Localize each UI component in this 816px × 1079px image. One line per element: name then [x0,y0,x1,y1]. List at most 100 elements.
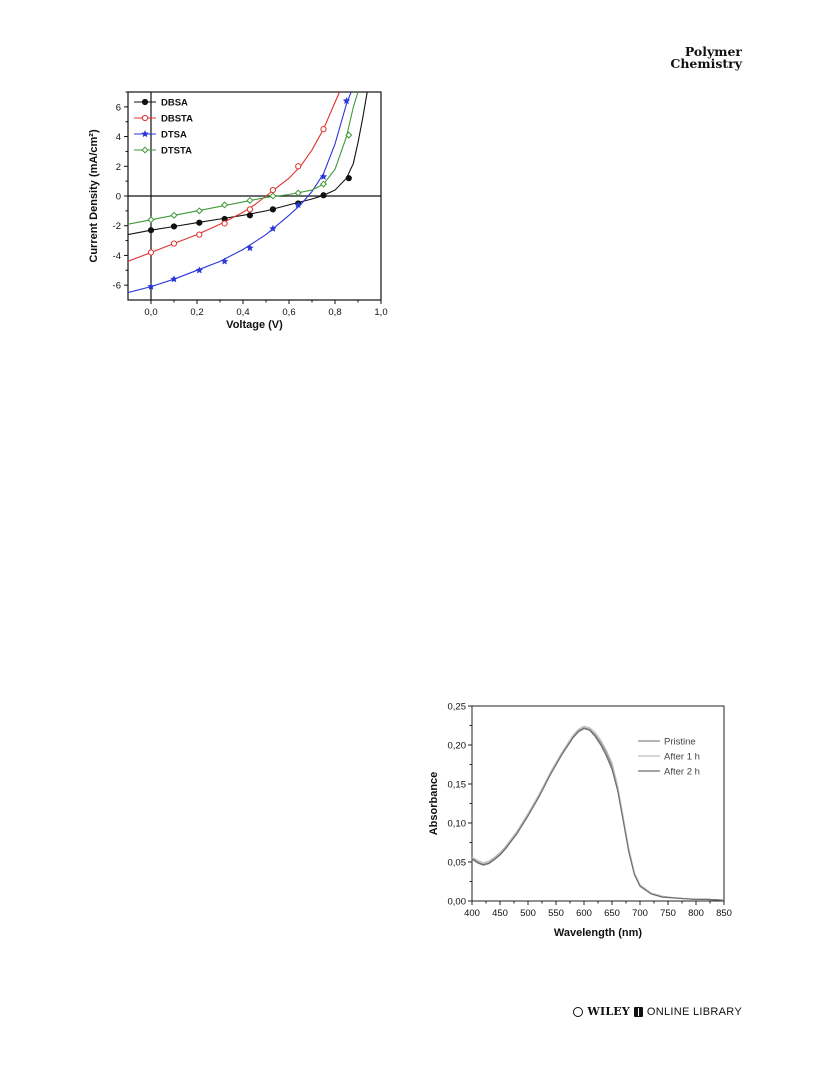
abs-x-tick-label: 500 [520,908,536,919]
jv-y-tick-label: -6 [113,281,121,292]
abs-y-tick-label: 0,05 [448,858,467,869]
jv-curve-figure: 0,0 0,2 0,4 0,6 0,8 1,0 -6 -4 -2 0 2 4 6 Voltage (V) C… [84,88,394,340]
journal-name-line2: Chemistry [670,55,742,71]
publisher-name: WILEY [587,1005,630,1018]
jv-legend-label-dtsa: DTSA [161,130,187,141]
jv-data-point-dbsta [196,231,203,238]
jv-data-point-dbsta [295,163,302,170]
jv-data-point-dbsta [269,186,276,194]
jv-y-tick-label: -2 [113,221,121,232]
jv-data-point-dtsa [170,275,178,283]
publisher-logo: WILEY ONLINE LIBRARY [573,1005,742,1018]
jv-series-line-dtsta [128,92,359,225]
jv-legend-label-dbsta: DBSTA [161,114,193,125]
jv-series-dbsta [128,92,341,262]
library-name: ONLINE LIBRARY [646,1005,742,1018]
jv-x-tick-label: 1,0 [374,307,387,318]
jv-data-point-dbsa [320,192,327,199]
absorbance-figure: 400 450 500 550 600 650 700 750 800 850 0,00 0,05 0,… [424,696,738,946]
jv-data-point-dbsta [221,220,228,227]
jv-x-axis-label: Voltage (V) [226,319,283,331]
jv-data-point-dbsa [147,227,155,234]
abs-y-tick-label: 0,00 [448,897,467,908]
jv-data-point-dtsta [170,211,178,219]
jv-data-point-dtsta [345,131,353,139]
jv-x-tick-label: 0,2 [190,307,203,318]
abs-y-tick-label: 0,15 [448,780,467,791]
jv-y-tick-label: -4 [113,251,121,262]
absorbance-chart: 400 450 500 550 600 650 700 750 800 850 0,00 0,05 0,… [428,702,732,940]
jv-data-point-dbsa [170,223,178,230]
jv-y-tick-label: 2 [116,162,121,173]
jv-data-point-dtsa [294,200,303,209]
abs-plot-frame [471,705,725,902]
jv-data-point-dtsta [269,192,277,200]
abs-series-line-after-1-h [471,725,725,901]
jv-legend-label-dtsta: DTSTA [161,146,192,157]
jv-data-point-dbsa [196,219,203,226]
jv-x-tick-label: 0,0 [144,307,157,318]
jv-legend-marker-dbsta [141,114,149,122]
jv-legend-marker-dtsta [141,146,149,154]
jv-series-dtsa [128,92,352,294]
abs-x-tick-label: 550 [548,908,564,919]
jv-data-point-dbsa [345,175,352,182]
jv-data-point-dbsta [320,126,327,133]
book-icon [633,1006,643,1017]
jv-data-point-dtsta [319,180,328,188]
abs-legend-label-pristine: Pristine [664,737,696,748]
abs-legend: Pristine After 1 h After 2 h [638,737,700,778]
jv-series-dtsta [128,92,359,225]
jv-legend: DBSA DBSTA DTSA DTSTA [134,98,193,157]
jv-data-point-dbsta [147,249,155,256]
abs-x-tick-label: 700 [632,908,648,919]
jv-y-axis-label: Current Density (mA/cm²) [88,129,100,263]
jv-data-point-dtsa [195,266,204,274]
jv-x-tick-label: 0,8 [328,307,341,318]
abs-x-tick-label: 400 [464,908,480,919]
abs-x-tick-label: 800 [688,908,704,919]
journal-logo: Polymer Chemistry [670,46,742,69]
jv-y-tick-label: 4 [116,132,121,143]
jv-data-point-dtsta [147,216,155,224]
abs-legend-label-after-1-h: After 1 h [664,752,700,763]
jv-y-tick-label: 0 [116,192,121,203]
jv-data-point-dtsa [342,96,351,105]
abs-x-tick-label: 450 [492,908,508,919]
jv-data-point-dbsta [170,240,178,247]
jv-data-point-dbsa [269,206,276,213]
jv-series-line-dbsta [128,92,341,262]
jv-data-point-dtsta [195,207,203,215]
jv-data-point-dtsa [269,224,277,232]
jv-legend-marker-dtsa [141,129,149,138]
abs-x-tick-label: 850 [716,908,732,919]
jv-data-point-dtsa [246,243,254,252]
jv-legend-marker-dbsa [141,98,149,106]
jv-legend-label-dbsa: DBSA [161,98,188,109]
abs-legend-label-after-2-h: After 2 h [664,767,700,778]
jv-data-point-dtsa [147,282,155,290]
jv-data-point-dtsta [294,189,302,197]
jv-curve-chart: 0,0 0,2 0,4 0,6 0,8 1,0 -6 -4 -2 0 2 4 6 Voltage (V) C… [88,91,388,331]
jv-data-point-dbsa [246,212,253,219]
journal-name-line1: Polymer [684,44,742,59]
jv-data-point-dtsa [220,257,229,265]
jv-data-point-dtsta [246,196,254,204]
jv-data-point-dtsta [221,201,229,209]
jv-x-tick-label: 0,6 [282,307,295,318]
abs-x-tick-label: 750 [660,908,676,919]
jv-x-tick-label: 0,4 [236,307,249,318]
abs-y-tick-label: 0,25 [448,702,467,713]
jv-y-tick-label: 6 [116,102,121,113]
jv-series-line-dtsa [128,92,352,294]
abs-x-axis-label: Wavelength (nm) [554,927,643,939]
abs-x-tick-label: 650 [604,908,620,919]
abs-y-axis-label: Absorbance [428,772,440,836]
abs-y-tick-label: 0,10 [448,819,467,830]
jv-data-point-dbsta [246,206,253,213]
abs-series-line-after-2-h [471,727,725,901]
wiley-seal-icon [573,1006,584,1017]
abs-x-tick-label: 600 [576,908,592,919]
abs-y-tick-label: 0,20 [448,741,467,752]
jv-data-point-dtsa [319,172,328,180]
